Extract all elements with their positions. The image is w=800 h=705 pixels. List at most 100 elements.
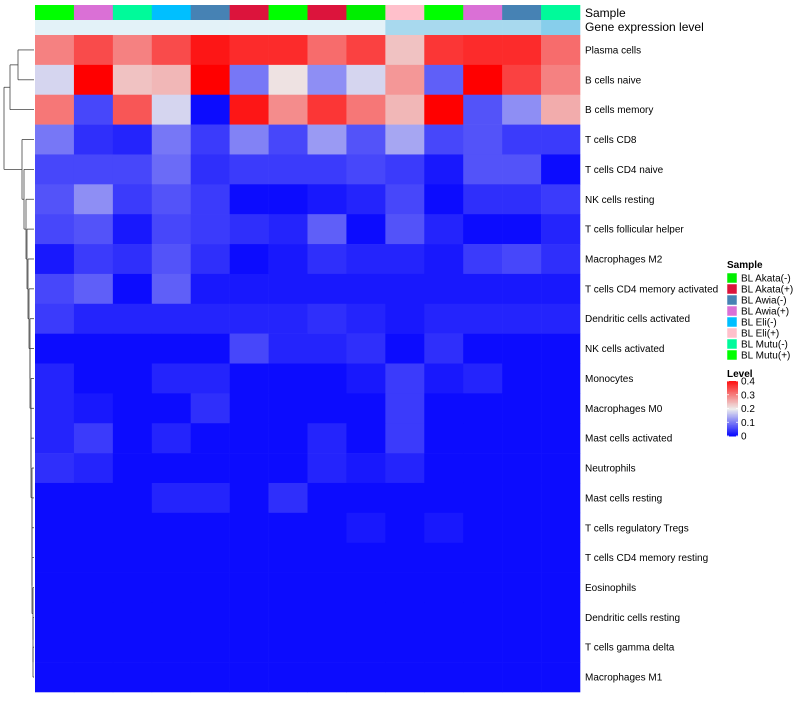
heatmap-cell bbox=[35, 512, 75, 543]
heatmap-cell bbox=[112, 214, 153, 245]
heatmap-cell bbox=[346, 94, 386, 125]
sample-legend-swatch bbox=[726, 338, 738, 350]
heatmap-cell bbox=[268, 154, 308, 185]
sample-legend-swatch bbox=[726, 316, 738, 328]
heatmap-cell bbox=[502, 184, 542, 215]
heatmap-cell bbox=[268, 632, 308, 663]
level-gradient-slice bbox=[727, 393, 738, 396]
sample-annotation-cell bbox=[190, 5, 230, 20]
heatmap-cell bbox=[229, 662, 269, 693]
heatmap-cell bbox=[112, 303, 153, 334]
heatmap-cell bbox=[190, 124, 230, 155]
heatmap-cell bbox=[502, 303, 542, 334]
heatmap-cell bbox=[307, 184, 347, 215]
heatmap-cell bbox=[346, 453, 386, 484]
heatmap-cell bbox=[541, 453, 581, 484]
heatmap-cell bbox=[35, 423, 75, 454]
heatmap-cell bbox=[73, 214, 114, 245]
sample-annotation-cell bbox=[35, 5, 75, 20]
sample-annotation-cell bbox=[151, 5, 192, 20]
level-gradient-slice bbox=[727, 386, 738, 389]
sample-legend-title: Sample bbox=[727, 260, 763, 271]
heatmap-cell bbox=[73, 154, 114, 185]
level-gradient-slice bbox=[727, 420, 738, 423]
heatmap-cell bbox=[73, 423, 114, 454]
level-legend: Level 0.4 0.3 0.2 0.1 0 bbox=[727, 369, 755, 443]
heatmap-cell bbox=[151, 602, 192, 633]
heatmap-cell bbox=[346, 154, 386, 185]
row-label: B cells naive bbox=[585, 75, 642, 86]
level-gradient-slice bbox=[727, 389, 738, 392]
heatmap-cell bbox=[307, 35, 347, 66]
heatmap-cell bbox=[541, 303, 581, 334]
heatmap-cell bbox=[385, 632, 425, 663]
heatmap-cell bbox=[268, 333, 308, 364]
heatmap-cell bbox=[229, 333, 269, 364]
heatmap-cell bbox=[151, 393, 192, 424]
heatmap-cell bbox=[502, 393, 542, 424]
heatmap-cell bbox=[346, 244, 386, 275]
heatmap-cell bbox=[229, 542, 269, 573]
heatmap-cell bbox=[346, 542, 386, 573]
row-label: Monocytes bbox=[585, 374, 633, 385]
heatmap-cell bbox=[229, 512, 269, 543]
heatmap-cell bbox=[385, 303, 425, 334]
level-gradient-slice bbox=[727, 397, 738, 400]
heatmap-cell bbox=[346, 303, 386, 334]
heatmap-cell bbox=[502, 423, 542, 454]
heatmap-cell bbox=[424, 303, 464, 334]
level-gradient-slice bbox=[727, 425, 738, 427]
sample-legend-label: BL Mutu(+) bbox=[741, 351, 790, 362]
heatmap-cell bbox=[151, 423, 192, 454]
row-label: Plasma cells bbox=[585, 45, 641, 56]
heatmap-cell bbox=[463, 662, 503, 693]
heatmap-cell bbox=[268, 94, 308, 125]
heatmap-cell bbox=[268, 482, 308, 514]
heatmap-cell bbox=[307, 303, 347, 334]
heatmap-cell bbox=[268, 273, 308, 305]
level-gradient-slice bbox=[727, 408, 738, 411]
heatmap-cell bbox=[346, 602, 386, 633]
heatmap-cell bbox=[307, 423, 347, 454]
sample-annotation-cell bbox=[502, 5, 542, 20]
heatmap-cell bbox=[463, 214, 503, 245]
heatmap-cell bbox=[385, 363, 425, 394]
heatmap-cell bbox=[151, 124, 192, 155]
heatmap-cell bbox=[307, 453, 347, 484]
level-tick-label: 0.1 bbox=[741, 418, 755, 429]
heatmap-cell bbox=[151, 333, 192, 364]
heatmap-cell bbox=[424, 94, 464, 125]
heatmap-cell bbox=[73, 602, 114, 633]
heatmap-cell bbox=[307, 214, 347, 245]
heatmap-cell bbox=[151, 542, 192, 573]
heatmap-cell bbox=[463, 154, 503, 185]
heatmap-cell bbox=[35, 632, 75, 663]
heatmap-cell bbox=[112, 363, 153, 394]
level-gradient-slice bbox=[727, 418, 738, 420]
heatmap-cell bbox=[151, 214, 192, 245]
heatmap-cell bbox=[463, 572, 503, 603]
row-label: Dendritic cells activated bbox=[585, 314, 690, 325]
heatmap-cell bbox=[151, 244, 192, 275]
heatmap-cell bbox=[385, 662, 425, 693]
expression-annotation-cell bbox=[541, 20, 581, 35]
heatmap-cell bbox=[35, 244, 75, 275]
level-tick-label: 0.3 bbox=[741, 390, 755, 401]
heatmap-cell bbox=[190, 662, 230, 693]
heatmap-cell bbox=[541, 333, 581, 364]
heatmap-cell bbox=[229, 482, 269, 514]
heatmap-cell bbox=[307, 244, 347, 275]
heatmap-cell bbox=[424, 393, 464, 424]
heatmap-cell bbox=[35, 94, 75, 125]
expression-annotation-cell bbox=[268, 20, 308, 35]
sample-legend: Sample BL Akata(-)BL Akata(+)BL Awia(-)B… bbox=[726, 260, 793, 362]
row-label: T cells gamma delta bbox=[585, 643, 675, 654]
heatmap-cell bbox=[502, 244, 542, 275]
sample-annotation-cell bbox=[229, 5, 269, 20]
sample-legend-label: BL Eli(+) bbox=[741, 329, 779, 340]
sample-legend-label: BL Awia(-) bbox=[741, 296, 787, 307]
heatmap-cell bbox=[190, 184, 230, 215]
heatmap-cell bbox=[385, 512, 425, 543]
heatmap-cell bbox=[229, 64, 269, 96]
heatmap-cell bbox=[541, 94, 581, 125]
